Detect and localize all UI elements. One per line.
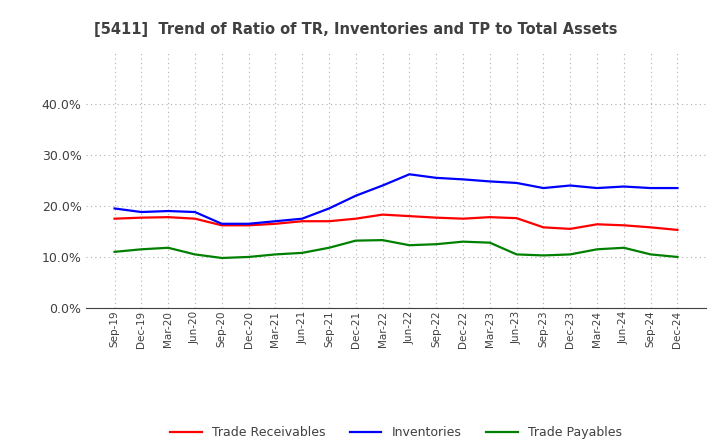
Inventories [566, 183, 575, 188]
Trade Payables [164, 245, 173, 250]
Trade Payables [405, 242, 414, 248]
Trade Receivables [513, 216, 521, 221]
Trade Receivables [298, 219, 307, 224]
Legend: Trade Receivables, Inventories, Trade Payables: Trade Receivables, Inventories, Trade Pa… [166, 422, 626, 440]
Trade Payables [485, 240, 494, 246]
Trade Payables [110, 249, 119, 254]
Trade Payables [619, 245, 628, 250]
Trade Receivables [647, 225, 655, 230]
Line: Trade Payables: Trade Payables [114, 240, 678, 258]
Trade Receivables [110, 216, 119, 221]
Trade Payables [271, 252, 279, 257]
Line: Inventories: Inventories [114, 174, 678, 224]
Trade Payables [539, 253, 548, 258]
Trade Receivables [432, 215, 441, 220]
Inventories [325, 206, 333, 211]
Trade Receivables [191, 216, 199, 221]
Trade Receivables [593, 222, 601, 227]
Inventories [513, 180, 521, 186]
Inventories [378, 183, 387, 188]
Inventories [647, 185, 655, 191]
Trade Payables [593, 247, 601, 252]
Trade Receivables [351, 216, 360, 221]
Trade Payables [217, 255, 226, 260]
Inventories [217, 221, 226, 227]
Trade Payables [298, 250, 307, 256]
Trade Payables [513, 252, 521, 257]
Inventories [351, 193, 360, 198]
Trade Receivables [539, 225, 548, 230]
Trade Receivables [459, 216, 467, 221]
Inventories [485, 179, 494, 184]
Trade Payables [432, 242, 441, 247]
Trade Receivables [378, 212, 387, 217]
Inventories [593, 185, 601, 191]
Text: [5411]  Trend of Ratio of TR, Inventories and TP to Total Assets: [5411] Trend of Ratio of TR, Inventories… [94, 22, 617, 37]
Inventories [164, 209, 173, 214]
Inventories [298, 216, 307, 221]
Trade Payables [673, 254, 682, 260]
Trade Payables [378, 238, 387, 243]
Trade Receivables [673, 227, 682, 233]
Trade Payables [244, 254, 253, 260]
Trade Payables [459, 239, 467, 244]
Inventories [137, 209, 145, 215]
Trade Payables [647, 252, 655, 257]
Inventories [432, 175, 441, 180]
Trade Receivables [325, 219, 333, 224]
Trade Receivables [217, 223, 226, 228]
Inventories [405, 172, 414, 177]
Trade Receivables [405, 213, 414, 219]
Trade Receivables [271, 221, 279, 227]
Inventories [244, 221, 253, 227]
Inventories [619, 184, 628, 189]
Trade Payables [351, 238, 360, 243]
Trade Receivables [566, 226, 575, 231]
Trade Payables [191, 252, 199, 257]
Trade Payables [325, 245, 333, 250]
Trade Receivables [485, 215, 494, 220]
Trade Receivables [164, 215, 173, 220]
Line: Trade Receivables: Trade Receivables [114, 215, 678, 230]
Trade Payables [137, 247, 145, 252]
Trade Payables [566, 252, 575, 257]
Inventories [191, 209, 199, 215]
Inventories [673, 185, 682, 191]
Trade Receivables [619, 223, 628, 228]
Inventories [459, 177, 467, 182]
Inventories [271, 219, 279, 224]
Trade Receivables [137, 215, 145, 220]
Trade Receivables [244, 223, 253, 228]
Inventories [539, 185, 548, 191]
Inventories [110, 206, 119, 211]
